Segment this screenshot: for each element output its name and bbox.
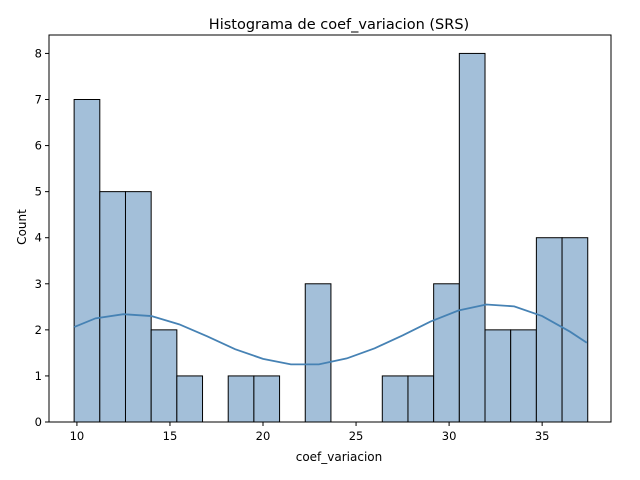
histogram-bar bbox=[176, 375, 204, 423]
x-tick-label: 15 bbox=[163, 429, 178, 443]
y-tick-label: 3 bbox=[35, 277, 42, 291]
histogram-bar bbox=[124, 191, 152, 423]
x-axis-label: coef_variacion bbox=[296, 450, 383, 464]
histogram-bar bbox=[381, 375, 409, 423]
histogram-bar bbox=[73, 99, 101, 423]
y-tick-label: 2 bbox=[35, 323, 42, 337]
histogram-bar bbox=[407, 375, 435, 423]
y-tick-label: 6 bbox=[35, 139, 42, 153]
y-tick-label: 1 bbox=[35, 369, 42, 383]
x-tick-label: 10 bbox=[70, 429, 85, 443]
histogram-bar bbox=[150, 329, 178, 423]
y-tick-label: 5 bbox=[35, 185, 42, 199]
histogram-bar bbox=[433, 283, 460, 423]
histogram-bar bbox=[99, 191, 126, 423]
y-tick-label: 4 bbox=[35, 231, 42, 245]
y-axis-label: Count bbox=[15, 209, 29, 245]
x-tick-label: 30 bbox=[442, 429, 457, 443]
plot-frame bbox=[48, 34, 612, 423]
x-tick-label: 20 bbox=[256, 429, 271, 443]
x-axis-ticks: 10 15 20 25 30 35 bbox=[70, 422, 550, 443]
y-axis-ticks: 0 1 2 3 4 5 6 7 8 bbox=[35, 46, 49, 429]
x-tick-label: 25 bbox=[349, 429, 364, 443]
histogram-bar bbox=[484, 329, 512, 423]
bars-group bbox=[73, 52, 589, 423]
y-tick-label: 8 bbox=[35, 46, 42, 60]
kde-curve bbox=[73, 303, 588, 366]
histogram-bar bbox=[253, 375, 281, 423]
y-tick-label: 0 bbox=[35, 415, 42, 429]
x-tick-label: 35 bbox=[535, 429, 550, 443]
y-tick-label: 7 bbox=[35, 93, 42, 107]
histogram-bar bbox=[510, 329, 537, 423]
histogram-bar bbox=[535, 237, 563, 423]
histogram-bar bbox=[458, 52, 486, 423]
chart-title: Histograma de coef_variacion (SRS) bbox=[209, 17, 469, 33]
histogram-bar bbox=[304, 283, 332, 423]
histogram-bar bbox=[227, 375, 255, 423]
